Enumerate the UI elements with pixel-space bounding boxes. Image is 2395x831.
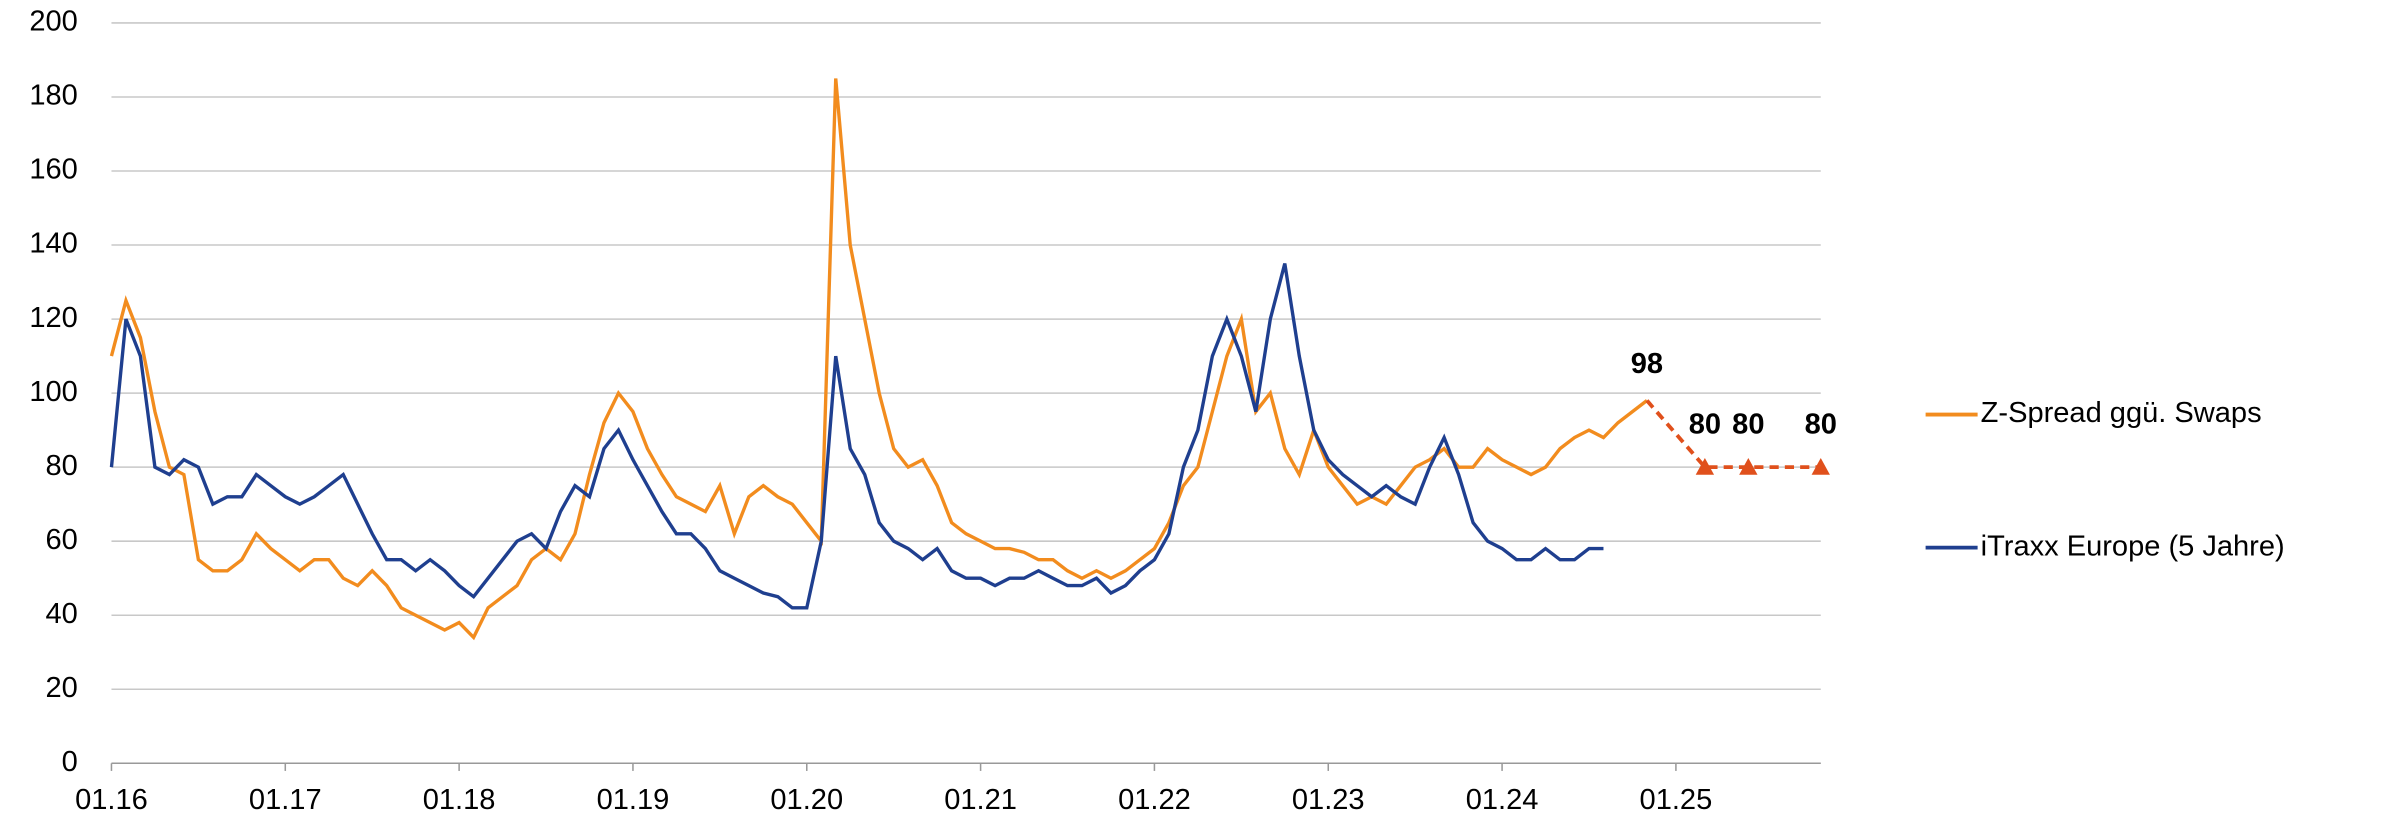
forecast-marker [1695, 457, 1715, 475]
x-tick-label: 01.19 [597, 784, 670, 816]
data-label: 80 [1732, 409, 1764, 441]
x-tick-label: 01.16 [75, 784, 148, 816]
x-tick-label: 01.24 [1466, 784, 1539, 816]
forecast-marker [1739, 457, 1758, 475]
x-tick-label: 01.22 [1118, 784, 1191, 816]
y-tick-label: 140 [29, 228, 77, 260]
data-label: 80 [1689, 409, 1721, 441]
x-tick-label: 01.18 [423, 784, 496, 816]
x-tick-label: 01.25 [1640, 784, 1713, 816]
y-tick-label: 120 [29, 302, 77, 334]
y-tick-label: 200 [29, 6, 77, 38]
y-tick-label: 160 [29, 154, 77, 186]
y-tick-label: 60 [45, 524, 77, 556]
y-tick-label: 180 [29, 80, 77, 112]
series-line [109, 263, 1604, 610]
data-label: 80 [1805, 409, 1837, 441]
legend-label: Z-Spread ggü. Swaps [1981, 397, 2262, 429]
data-label: 98 [1631, 348, 1663, 380]
y-tick-label: 20 [45, 672, 77, 704]
x-tick-label: 01.17 [249, 784, 322, 816]
y-tick-label: 100 [29, 376, 77, 408]
y-tick-label: 0 [62, 746, 78, 778]
x-tick-label: 01.21 [944, 784, 1017, 816]
y-tick-label: 40 [45, 598, 77, 630]
x-tick-label: 01.20 [770, 784, 843, 816]
series-line [1645, 399, 1821, 470]
y-tick-label: 80 [45, 450, 77, 482]
forecast-marker [1811, 457, 1830, 475]
series-line [109, 78, 1648, 641]
legend-label: iTraxx Europe (5 Jahre) [1981, 530, 2285, 562]
x-tick-label: 01.23 [1292, 784, 1365, 816]
